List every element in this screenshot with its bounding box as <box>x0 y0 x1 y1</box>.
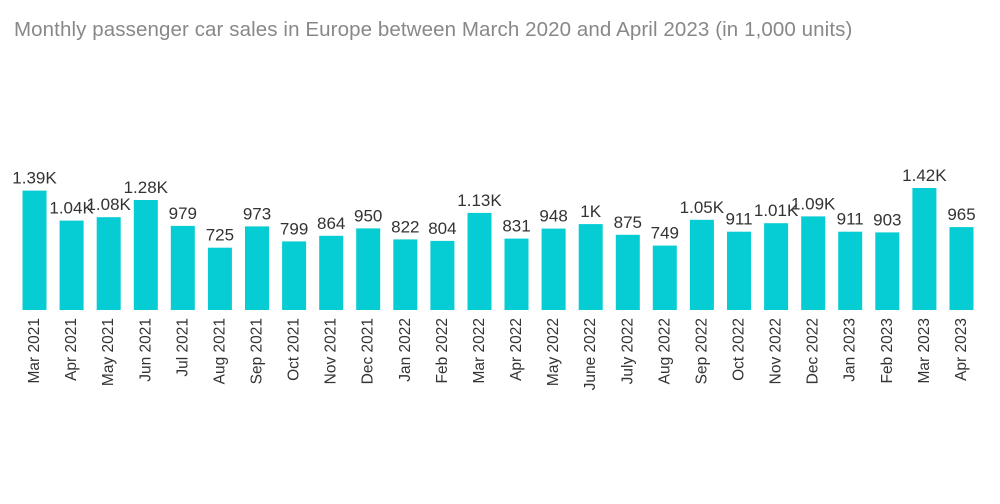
x-tick-label: June 2022 <box>582 318 599 390</box>
data-label: 864 <box>317 214 345 233</box>
data-label: 979 <box>169 204 197 223</box>
bar <box>170 225 195 310</box>
bar <box>838 231 863 310</box>
x-tick-label: Apr 2021 <box>63 318 80 381</box>
bar <box>319 235 344 310</box>
data-label: 903 <box>873 210 901 229</box>
data-label: 799 <box>280 219 308 238</box>
data-label: 973 <box>243 204 271 223</box>
bar <box>207 247 232 310</box>
bar <box>578 224 603 310</box>
bar <box>801 216 826 310</box>
data-label: 965 <box>947 205 975 224</box>
bar <box>59 220 84 310</box>
data-label: 1.39K <box>12 169 57 188</box>
data-label: 1.28K <box>124 178 169 197</box>
data-label: 875 <box>614 213 642 232</box>
bar <box>504 238 529 310</box>
bar <box>541 228 566 310</box>
bar <box>282 241 307 310</box>
x-tick-label: May 2022 <box>545 318 562 386</box>
bar <box>245 226 269 310</box>
data-label: 1.13K <box>457 191 502 210</box>
data-label: 1.09K <box>791 194 836 213</box>
data-label: 911 <box>725 210 752 229</box>
bar <box>689 219 714 310</box>
data-label: 948 <box>539 207 567 226</box>
x-tick-label: Feb 2022 <box>434 318 451 384</box>
data-label: 804 <box>428 219 456 238</box>
data-label: 1.05K <box>680 198 725 217</box>
bar <box>96 217 121 310</box>
bar <box>652 245 677 310</box>
x-tick-label: Aug 2021 <box>211 318 228 384</box>
bar <box>430 240 455 310</box>
x-tick-label: Jun 2021 <box>137 318 154 382</box>
x-tick-label: Nov 2022 <box>768 318 785 384</box>
x-tick-label: July 2022 <box>619 318 636 384</box>
bar <box>727 231 751 310</box>
bar <box>133 200 158 310</box>
x-tick-label: Mar 2023 <box>916 318 933 383</box>
data-label: 1.01K <box>754 201 799 220</box>
bar <box>615 234 640 310</box>
bar <box>467 212 492 310</box>
data-label: 822 <box>391 217 419 236</box>
bar <box>912 188 937 310</box>
x-tick-label: Jan 2022 <box>397 318 414 382</box>
x-tick-label: Nov 2021 <box>323 318 340 384</box>
x-tick-label: Oct 2021 <box>286 318 303 381</box>
bar <box>22 190 47 310</box>
bar <box>764 223 789 310</box>
data-label: 911 <box>837 210 864 229</box>
data-label: 1.04K <box>49 199 94 218</box>
x-tick-label: Dec 2022 <box>805 318 822 384</box>
x-tick-label: Feb 2023 <box>879 318 896 384</box>
data-label: 831 <box>502 217 530 236</box>
x-tick-label: Oct 2022 <box>731 318 748 381</box>
x-tick-label: Apr 2023 <box>953 318 970 381</box>
bar <box>356 228 381 310</box>
x-tick-label: Apr 2022 <box>508 318 525 381</box>
chart-title: Monthly passenger car sales in Europe be… <box>14 18 853 41</box>
x-tick-label: Jul 2021 <box>174 318 191 377</box>
data-label: 950 <box>354 206 382 225</box>
data-label: 749 <box>651 224 679 243</box>
x-tick-label: Jan 2023 <box>842 318 859 382</box>
x-tick-label: Sep 2022 <box>693 318 710 384</box>
x-tick-label: Dec 2021 <box>360 318 377 384</box>
bar <box>393 239 418 310</box>
x-tick-label: Mar 2022 <box>471 318 488 383</box>
data-label: 1K <box>580 202 601 221</box>
data-label: 1.08K <box>86 195 131 214</box>
bar <box>949 227 974 310</box>
x-tick-label: Sep 2021 <box>249 318 266 384</box>
data-label: 725 <box>206 226 234 245</box>
x-tick-label: Mar 2021 <box>26 318 43 383</box>
bar <box>875 232 900 310</box>
x-tick-label: Aug 2022 <box>656 318 673 384</box>
data-label: 1.42K <box>902 166 947 185</box>
x-tick-label: May 2021 <box>100 318 117 386</box>
